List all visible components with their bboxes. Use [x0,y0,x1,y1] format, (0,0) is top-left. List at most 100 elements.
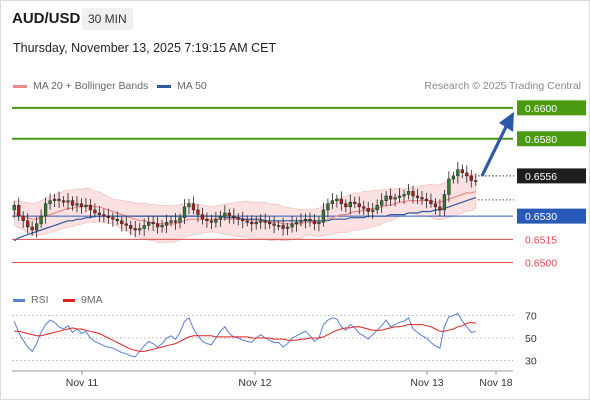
candle-body [97,212,102,215]
candle-body [182,206,187,218]
current-price-label: 0.6556 [525,171,557,183]
candle-body [371,209,375,212]
candle-body [451,175,455,180]
candle-body [70,200,75,206]
ma50-line [13,197,476,242]
candle-body [317,222,321,225]
legend-9ma-label: 9MA [81,294,103,306]
candle-body [308,218,312,222]
current-price-tag [517,168,586,184]
pivot-label: 0.6530 [525,211,557,223]
legend-ma20-label: MA 20 + Bollinger Bands [33,80,149,92]
candle-body [111,217,115,220]
pivot-tag [517,208,586,224]
candle-body [344,203,348,208]
rsi-9ma-line [14,321,476,352]
legend-rsi-label: RSI [31,294,49,306]
ma50-swatch [157,84,171,88]
candle-body [335,198,339,201]
candle-body [442,194,447,211]
candle-body [106,215,110,218]
rsi-swatch [13,298,25,302]
candle-body [411,191,415,197]
candle-body [285,226,290,229]
candle-body [187,203,191,208]
legend-ma50: MA 50 [157,80,207,92]
candle-body [272,223,276,226]
candle-body [276,225,281,227]
candle-body [474,180,478,182]
candle-body [460,169,464,174]
candle-body [75,203,79,206]
candle-body [12,205,16,211]
candle-body [232,215,236,218]
candle-body [415,195,420,198]
candle-body [84,205,88,208]
candle-body [290,223,294,228]
candle-body [26,220,30,228]
candle-body [259,220,263,223]
bollinger-bands [13,173,477,243]
candle-body [380,200,384,206]
credit-text: Research © 2025 Trading Central [424,80,581,92]
candle-body [214,218,218,223]
candle-body [151,222,155,225]
candle-body [254,222,258,225]
candle-body [191,203,196,211]
candle-body [173,220,178,223]
legend-rsi: RSI [13,294,49,306]
candle-body [200,214,205,220]
timeframe-badge[interactable]: 30 MIN [82,8,133,30]
legend-ma20: MA 20 + Bollinger Bands [13,80,148,92]
ma9-swatch [63,298,75,302]
candle-body [61,200,66,203]
candle-body [223,212,227,217]
candle-body [375,205,379,211]
candle-body [339,198,343,204]
candle-body [236,217,240,220]
candle-body [447,178,451,195]
candle-body [429,200,433,204]
candle-body [250,222,254,225]
rsi-tick-50: 50 [525,333,537,345]
resistance-2-tag [517,131,586,147]
candle-body [43,203,48,217]
candle-body [241,218,245,222]
candle-body [456,169,460,177]
candle-body [79,203,84,208]
candle-body [326,203,330,211]
candle-body [48,200,52,204]
candle-body [227,212,231,217]
candle-body [160,225,164,228]
candle-body [164,222,169,226]
candle-body [465,172,469,177]
candle-body [366,208,370,212]
resistance-1-label: 0.6600 [525,103,557,115]
candle-body [133,228,137,231]
candle-body [433,203,438,208]
candle-body [21,215,25,222]
candle-body [120,220,124,225]
ma20-swatch [13,84,27,88]
candle-body [57,198,61,201]
candle-body [138,228,142,231]
candle-body [321,209,326,223]
candle-body [438,206,442,211]
support-1-label: 0.6515 [525,234,557,246]
candle-body [469,175,473,181]
candle-body [52,198,57,201]
x-axis: Nov 11 Nov 12 Nov 13 Nov 18 [12,370,513,389]
rsi-tick-30: 30 [525,355,537,367]
candle-body [294,222,299,225]
candle-body [169,220,173,223]
resistance-2-label: 0.6580 [525,134,557,146]
x-tick-nov-12: Nov 12 [238,377,271,389]
candle-body [362,206,366,209]
candle-body [303,218,308,222]
candle-body [388,195,393,200]
trend-arrow-head [499,111,514,132]
trend-arrow [480,111,514,177]
candle-body [393,197,397,200]
datetime-label: Thursday, November 13, 2025 7:19:15 AM C… [13,41,277,55]
